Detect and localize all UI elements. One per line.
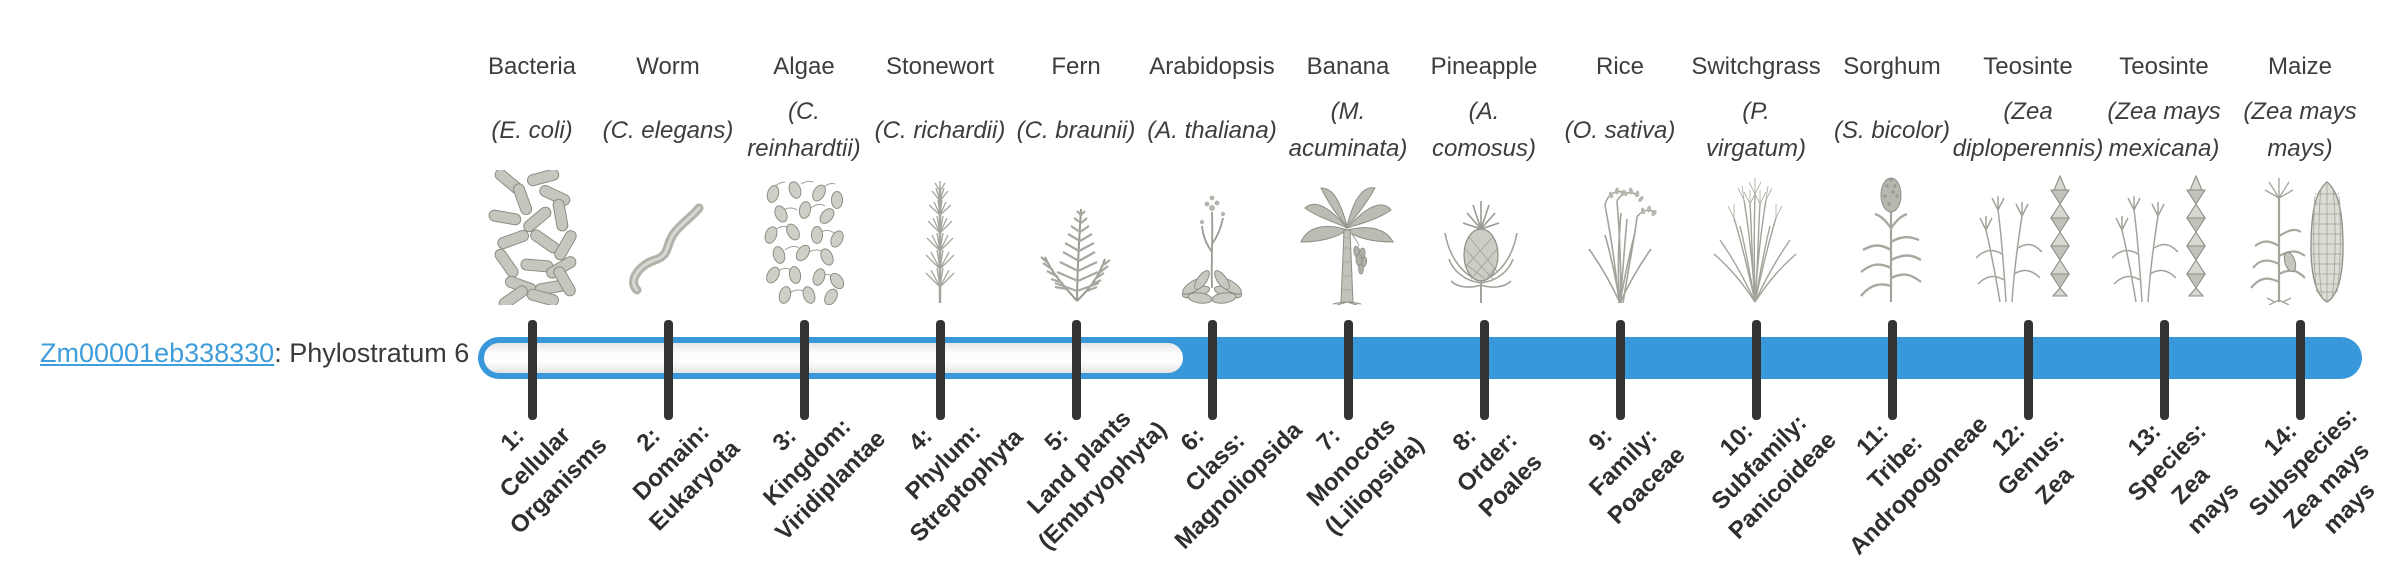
worm-illustration	[625, 202, 710, 297]
column-worm: Worm (C. elegans)	[583, 52, 753, 172]
column-banana: Banana (M. acuminata)	[1263, 52, 1433, 172]
common-name: Teosinte	[1983, 53, 2073, 80]
gene-label: Zm00001eb338330: Phylostratum 6	[40, 338, 469, 369]
latin-name: (Zea mays mays)	[2243, 98, 2357, 162]
teosinte-illustration	[1968, 170, 2088, 305]
common-name: Banana	[1306, 53, 1390, 80]
stonewort-illustration	[905, 175, 975, 305]
common-name: Stonewort	[885, 53, 995, 80]
latin-name: (M. acuminata)	[1288, 98, 1408, 162]
common-name: Fern	[1051, 53, 1101, 80]
common-name: Switchgrass	[1691, 53, 1821, 80]
stratum-label-9: 9: Family: Poaceae	[1583, 422, 1691, 530]
switchgrass-illustration	[1708, 170, 1803, 305]
banana-illustration	[1293, 170, 1403, 305]
stratum-label-1: 1: Cellular Organisms	[494, 421, 613, 540]
stratum-tick-14	[2296, 320, 2305, 420]
stratum-tick-8	[1480, 320, 1489, 420]
stratum-label-8: 8: Order: Poales	[1447, 422, 1548, 523]
column-fern: Fern (C. braunii)	[991, 52, 1161, 172]
algae-illustration	[761, 180, 846, 305]
stratum-label-7: 7: Monocots (Liliopsida)	[1301, 412, 1430, 541]
column-sorghum: Sorghum (S. bicolor)	[1807, 52, 1977, 172]
latin-name: (E. coli)	[491, 116, 573, 144]
column-rice: Rice (O. sativa)	[1535, 52, 1705, 172]
stratum-tick-3	[800, 320, 809, 420]
column-switchgrass: Switchgrass (P. virgatum)	[1671, 52, 1841, 172]
stratum-label-10: 10: Subfamily: Panicoideae	[1706, 409, 1842, 545]
stratum-label-14: 14: Subspecies: Zea mays mays	[2244, 403, 2381, 540]
stratum-tick-12	[2024, 320, 2033, 420]
latin-name: (C. richardii)	[874, 116, 1006, 144]
common-name: Rice	[1595, 53, 1644, 80]
column-stonewort: Stonewort (C. richardii)	[855, 52, 1025, 172]
stratum-tick-1	[528, 320, 537, 420]
common-name: Pineapple	[1430, 53, 1538, 80]
stratum-label-2: 2: Domain: Eukaryota	[628, 419, 746, 537]
column-teosinte-2: Teosinte (Zea mays mexicana)	[2079, 52, 2249, 172]
latin-name: (Zea mays mexicana)	[2107, 98, 2221, 162]
latin-name: (Zea diploperennis)	[1952, 98, 2104, 162]
stratum-tick-4	[936, 320, 945, 420]
latin-name: (S. bicolor)	[1833, 116, 1951, 144]
column-bacteria: Bacteria (E. coli)	[447, 52, 617, 172]
common-name: Algae	[773, 53, 835, 80]
stratum-tick-6	[1208, 320, 1217, 420]
common-name: Worm	[636, 53, 700, 80]
stratum-label-11: 11: Tribe: Andropogoneae	[1843, 410, 1994, 561]
stratum-tick-5	[1072, 320, 1081, 420]
stratum-label-12: 12: Genus: Zea	[1986, 417, 2079, 510]
column-arabidopsis: Arabidopsis (A. thaliana)	[1127, 52, 1297, 172]
gene-id-link[interactable]: Zm00001eb338330	[40, 338, 275, 368]
stratum-tick-2	[664, 320, 673, 420]
column-teosinte-1: Teosinte (Zea diploperennis)	[1943, 52, 2113, 172]
sorghum-illustration	[1849, 170, 1934, 305]
stratum-tick-9	[1616, 320, 1625, 420]
column-maize: Maize (Zea mays mays)	[2215, 52, 2385, 172]
stratum-label-3: 3: Kingdom: Viridiplantae	[758, 413, 891, 546]
pineapple-illustration	[1441, 175, 1526, 305]
stratum-tick-7	[1344, 320, 1353, 420]
gene-stratum-text: : Phylostratum 6	[274, 338, 470, 368]
latin-name: (A. comosus)	[1431, 98, 1537, 162]
latin-name: (O. sativa)	[1564, 116, 1676, 144]
fern-illustration	[1033, 193, 1118, 303]
stratum-tick-10	[1752, 320, 1761, 420]
latin-name: (C. braunii)	[1016, 116, 1136, 144]
latin-name: (P. virgatum)	[1705, 98, 1807, 162]
stratum-tick-13	[2160, 320, 2169, 420]
arabidopsis-illustration	[1172, 180, 1252, 305]
maize-illustration	[2245, 170, 2355, 305]
column-pineapple: Pineapple (A. comosus)	[1399, 52, 1569, 172]
column-algae: Algae (C. reinhardtii)	[719, 52, 889, 172]
rice-illustration	[1575, 175, 1665, 305]
common-name: Bacteria	[487, 53, 577, 80]
common-name: Maize	[2267, 53, 2333, 80]
common-name: Sorghum	[1843, 53, 1941, 80]
teosinte-illustration	[2104, 170, 2224, 305]
common-name: Teosinte	[2119, 53, 2209, 80]
bacteria-illustration	[487, 170, 577, 305]
stratum-label-4: 4: Phylum: Streptophyta	[900, 419, 1029, 548]
latin-name: (A. thaliana)	[1147, 116, 1277, 144]
phylostratum-bar	[478, 337, 2362, 379]
phylostratum-bar-unfilled	[484, 343, 1183, 373]
stratum-tick-11	[1888, 320, 1897, 420]
latin-name: (C. elegans)	[602, 116, 734, 144]
latin-name: (C. reinhardtii)	[747, 98, 861, 162]
common-name: Arabidopsis	[1149, 53, 1275, 80]
